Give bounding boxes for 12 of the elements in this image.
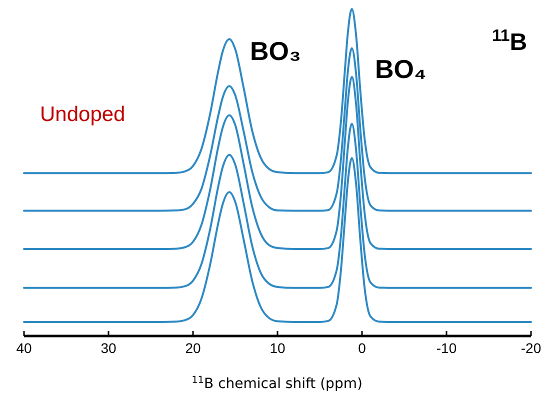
annotation: $^{11}$B [492,26,528,56]
annotation: BO₄ [375,54,426,84]
x-tick-label: 10 [270,340,286,356]
x-axis-title: $^{11}$B chemical shift (ppm) [192,374,362,392]
x-tick-label: 20 [185,340,201,356]
x-tick-label: 30 [100,340,116,356]
annotation: Undoped [40,103,126,126]
x-tick-label: -20 [520,340,542,356]
x-tick-label: 0 [358,340,366,356]
x-tick-label: 40 [16,340,32,356]
x-tick-label: -10 [436,340,457,356]
annotation: BO₃ [250,36,302,66]
